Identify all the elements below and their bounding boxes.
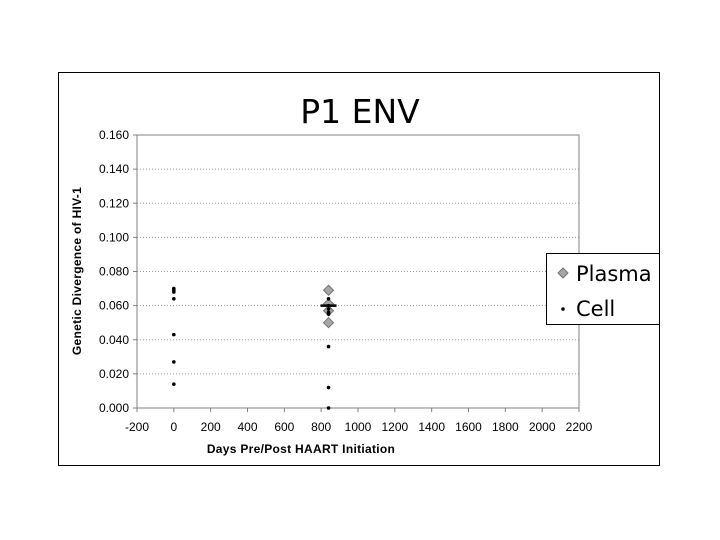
- x-tick-label: -200: [125, 420, 149, 434]
- y-tick-label: 0.020: [99, 367, 129, 381]
- legend-label-cell: Cell: [576, 297, 615, 321]
- x-tick-label: 2000: [529, 420, 556, 434]
- legend: Plasma Cell: [546, 253, 660, 325]
- y-axis-label: Genetic Divergence of HIV-1: [70, 187, 84, 355]
- chart-title: P1 ENV: [300, 92, 420, 131]
- cell-point: [326, 307, 331, 311]
- plasma-point: [322, 284, 335, 296]
- legend-item-cell: Cell: [561, 297, 615, 321]
- x-tick-label: 1200: [381, 420, 408, 434]
- x-tick-label: 1800: [492, 420, 519, 434]
- data-points: [172, 284, 335, 410]
- x-axis-label: Days Pre/Post HAART Initiation: [207, 442, 395, 456]
- x-tick-label: 2200: [566, 420, 593, 434]
- cell-point: [326, 406, 331, 410]
- x-tick-label: 400: [237, 420, 257, 434]
- x-tick-label: 1600: [455, 420, 482, 434]
- chart-svg: P1 ENV 0.000 0.020 0.040 0.060 0.080 0.100 0.1…: [70, 92, 593, 456]
- x-axis: -200 0 200 400 600 800 1000 1200 1400 1600 1800 200…: [125, 408, 593, 434]
- cell-point: [326, 312, 331, 316]
- cell-point: [326, 385, 331, 390]
- x-tick-label: 0: [170, 420, 177, 434]
- diamond-marker-icon: [557, 267, 569, 279]
- x-tick-label: 600: [274, 420, 294, 434]
- y-axis: 0.000 0.020 0.040 0.060 0.080 0.100 0.120 0.140…: [99, 128, 137, 415]
- dot-marker-icon: [561, 307, 565, 311]
- cell-point: [326, 344, 331, 349]
- cell-point: [172, 332, 176, 337]
- cell-point: [172, 360, 176, 364]
- x-tick-label: 1400: [418, 420, 445, 434]
- y-tick-label: 0.160: [99, 128, 129, 142]
- cell-point: [172, 290, 176, 294]
- y-tick-label: 0.140: [99, 162, 129, 176]
- y-tick-label: 0.100: [99, 230, 129, 244]
- y-tick-label: 0.000: [99, 401, 129, 415]
- legend-label-plasma: Plasma: [576, 262, 652, 286]
- x-tick-label: 800: [311, 420, 331, 434]
- legend-item-plasma: Plasma: [557, 262, 652, 286]
- grid-lines: [137, 134, 579, 375]
- y-tick-label: 0.040: [99, 333, 129, 347]
- y-tick-label: 0.080: [99, 265, 129, 279]
- cell-point: [172, 297, 176, 301]
- cell-point: [172, 382, 176, 386]
- x-tick-label: 200: [201, 420, 221, 434]
- plasma-point: [322, 316, 335, 329]
- cell-point: [326, 297, 331, 301]
- y-tick-label: 0.060: [99, 299, 129, 313]
- x-tick-label: 1000: [345, 420, 372, 434]
- y-tick-label: 0.120: [99, 196, 129, 210]
